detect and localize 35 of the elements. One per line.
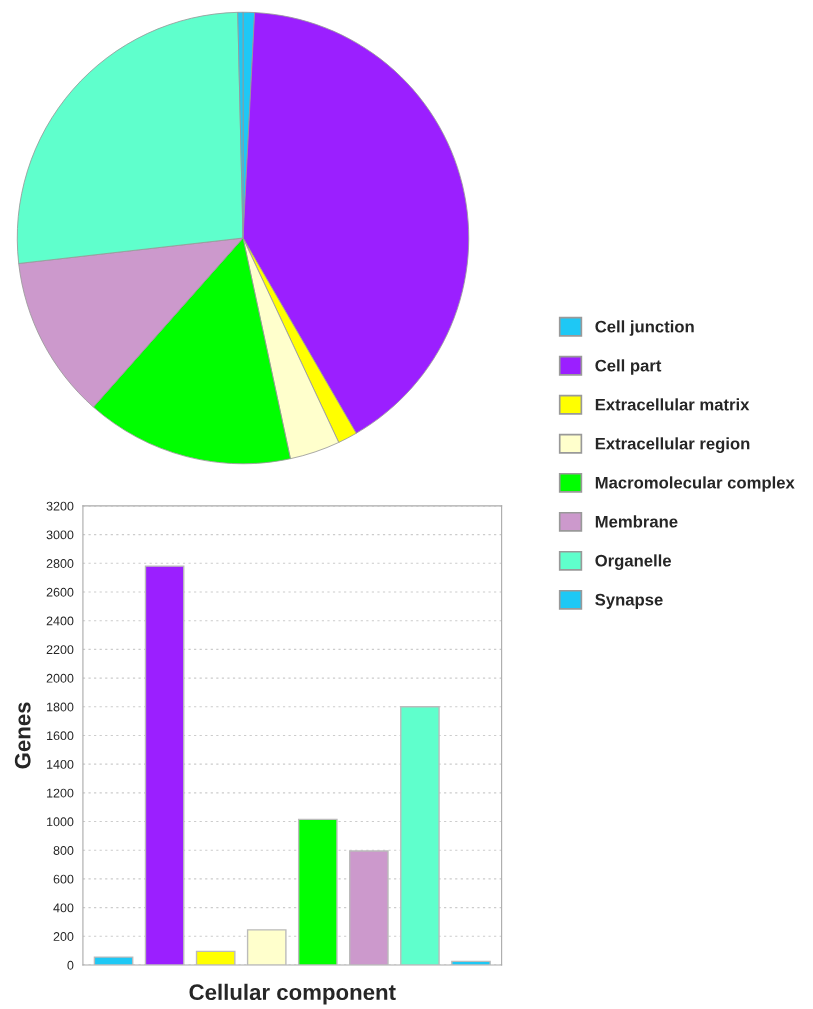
y-tick-label: 600: [53, 874, 74, 884]
y-tick-label: 0: [67, 960, 74, 970]
y-tick-label: 2400: [46, 616, 74, 626]
legend-label: Synapse: [595, 593, 663, 609]
bar: [400, 706, 440, 966]
y-tick-label: 1200: [47, 788, 74, 798]
legend-label: Macromolecular complex: [595, 476, 795, 492]
y-tick-label: 400: [53, 903, 74, 913]
y-tick-label: 1000: [47, 817, 74, 827]
y-tick-label: 2000: [46, 673, 74, 683]
y-tick-label: 1400: [47, 759, 74, 769]
y-tick-label: 2800: [46, 559, 74, 568]
y-tick-label: 200: [53, 932, 74, 941]
legend-label: Cell part: [595, 359, 662, 375]
y-tick-label: 3200: [46, 501, 74, 511]
legend-label: Extracellular matrix: [595, 398, 750, 411]
y-tick-label: 1600: [47, 731, 74, 741]
y-tick-label: 1800: [47, 702, 74, 712]
y-axis-title: Genes: [14, 702, 31, 769]
bar: [246, 929, 287, 966]
y-tick-label: 2600: [46, 587, 74, 597]
bar: [349, 850, 389, 966]
y-tick-label: 2200: [46, 645, 74, 655]
x-axis-title: Cellular component: [189, 983, 396, 1005]
y-tick-label: 3000: [46, 530, 74, 540]
legend-label: Extracellular region: [595, 437, 750, 453]
bar: [93, 956, 134, 966]
legend-label: Organelle: [595, 554, 672, 570]
bar: [451, 960, 491, 966]
bar: [195, 950, 236, 966]
legend-label: Cell junction: [595, 320, 694, 336]
y-tick-label: 800: [53, 846, 74, 855]
bar: [144, 565, 185, 966]
bar: [297, 818, 338, 966]
legend-label: Membrane: [595, 515, 678, 528]
